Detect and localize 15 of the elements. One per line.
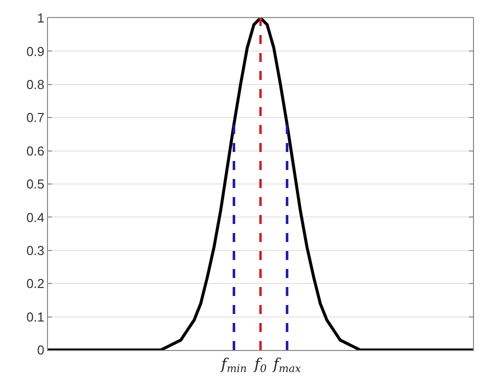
x-tick-label: f$_{0}$ (253, 355, 267, 376)
y-tick-label: 0.3 (26, 242, 44, 258)
line-series (48, 18, 473, 350)
y-tick-label: 0 (37, 342, 44, 358)
y-tick-label: 0.5 (26, 176, 44, 192)
y-tick-label: 1 (37, 10, 44, 26)
y-tick-label: 0.9 (26, 44, 44, 59)
y-tick-label: 0.2 (26, 276, 44, 292)
x-tick-label: f$_{min}$ (220, 355, 247, 376)
y-tick-label: 0.7 (26, 110, 44, 126)
y-tick-label: 0.6 (26, 143, 44, 158)
y-tick-label: 0.4 (26, 210, 44, 225)
y-tick-label: 0.1 (26, 309, 44, 324)
y-tick-label: 0.8 (26, 76, 44, 92)
x-tick-label: f$_{max}$ (272, 355, 301, 376)
